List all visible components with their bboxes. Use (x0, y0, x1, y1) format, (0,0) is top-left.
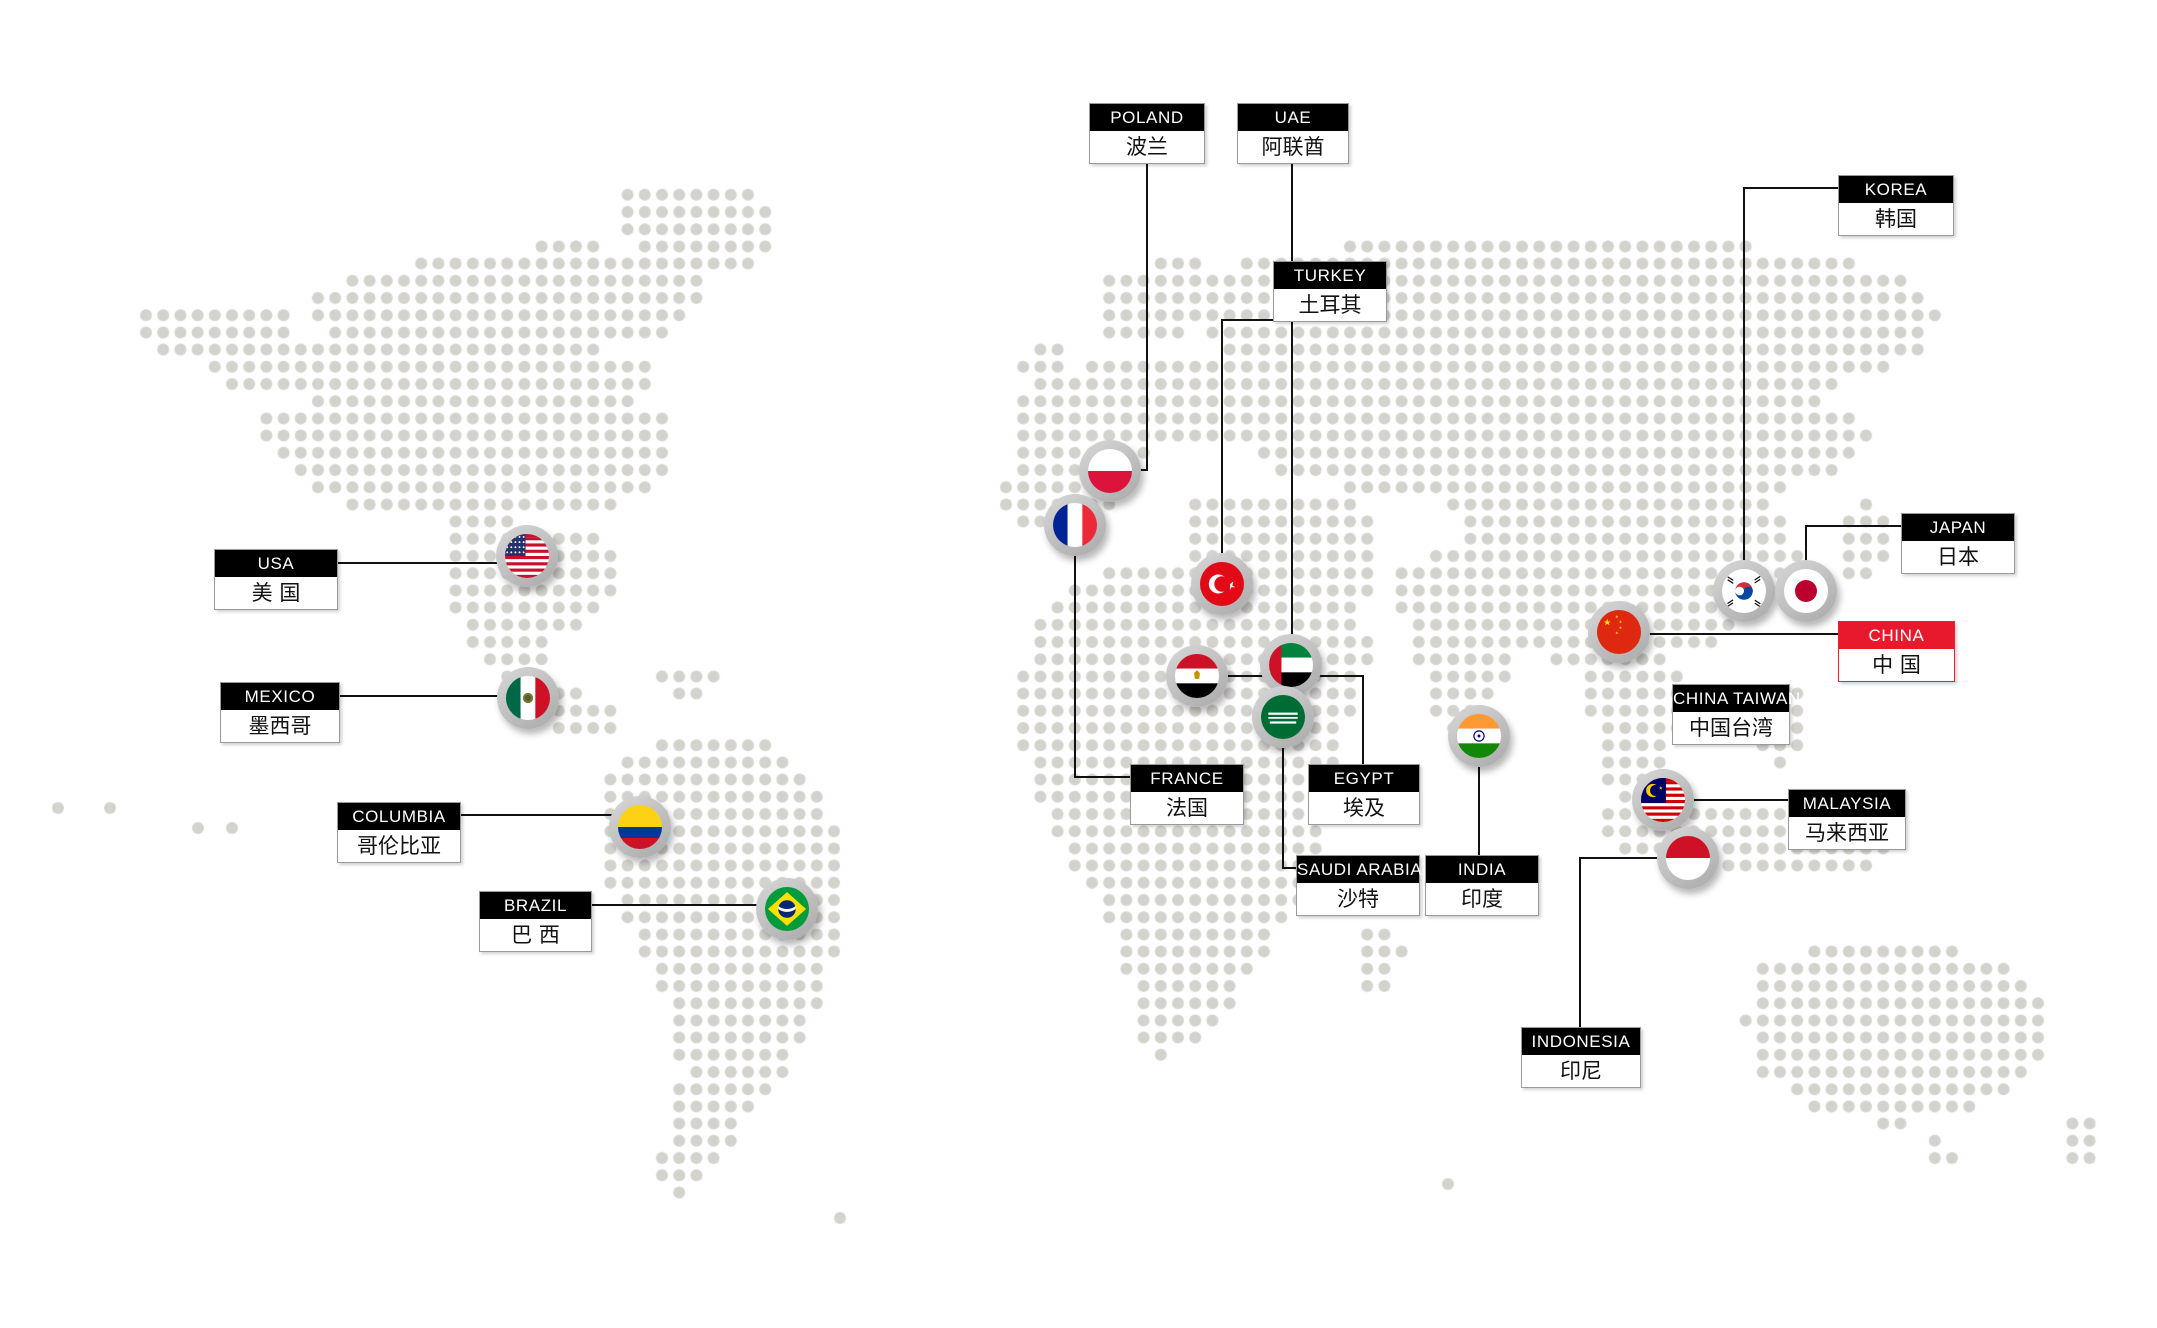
country-label-malaysia[interactable]: MALAYSIA 马来西亚 (1788, 789, 1906, 850)
flag-france-icon (1053, 503, 1097, 547)
flag-japan-icon (1784, 569, 1828, 613)
country-label-cn-uae: 阿联酋 (1238, 131, 1348, 163)
country-label-brazil[interactable]: BRAZIL 巴 西 (479, 891, 592, 952)
country-label-en-brazil: BRAZIL (480, 892, 591, 919)
country-label-chinataiwan[interactable]: CHINA TAIWAN 中国台湾 (1672, 684, 1800, 745)
map-pin-saudiarabia[interactable] (1252, 686, 1314, 748)
country-label-indonesia[interactable]: INDONESIA 印尼 (1521, 1027, 1641, 1088)
map-pin-usa[interactable] (496, 525, 558, 587)
country-label-cn-chinataiwan: 中国台湾 (1673, 712, 1789, 744)
country-label-cn-brazil: 巴 西 (480, 919, 591, 951)
country-label-en-turkey: TURKEY (1274, 262, 1386, 289)
country-label-india[interactable]: INDIA 印度 (1425, 855, 1539, 916)
flag-china-icon (1597, 610, 1641, 654)
map-pin-korea[interactable] (1713, 560, 1775, 622)
country-label-cn-egypt: 埃及 (1309, 792, 1419, 824)
map-pin-poland[interactable] (1079, 440, 1141, 502)
flag-korea-icon (1722, 569, 1766, 613)
country-label-china[interactable]: CHINA 中 国 (1838, 621, 1955, 682)
map-pin-china[interactable] (1588, 601, 1650, 663)
country-label-en-malaysia: MALAYSIA (1789, 790, 1905, 817)
country-label-cn-france: 法国 (1131, 792, 1243, 824)
country-label-cn-india: 印度 (1426, 883, 1538, 915)
country-label-japan[interactable]: JAPAN 日本 (1901, 513, 2015, 574)
country-label-en-chinataiwan: CHINA TAIWAN (1673, 685, 1800, 712)
country-label-mexico[interactable]: MEXICO 墨西哥 (220, 682, 340, 743)
map-pin-uae[interactable] (1260, 634, 1322, 696)
map-pin-japan[interactable] (1775, 560, 1837, 622)
flag-poland-icon (1088, 449, 1132, 493)
country-label-cn-mexico: 墨西哥 (221, 710, 339, 742)
flag-india-icon (1457, 714, 1501, 758)
country-label-en-egypt: EGYPT (1309, 765, 1419, 792)
country-label-cn-turkey: 土耳其 (1274, 289, 1386, 321)
country-label-korea[interactable]: KOREA 韩国 (1838, 175, 1954, 236)
country-label-poland[interactable]: POLAND 波兰 (1089, 103, 1205, 164)
country-label-cn-usa: 美 国 (215, 577, 337, 609)
country-label-en-france: FRANCE (1131, 765, 1243, 792)
flag-brazil-icon (765, 887, 809, 931)
country-label-cn-indonesia: 印尼 (1522, 1055, 1640, 1087)
country-label-usa[interactable]: USA 美 国 (214, 549, 338, 610)
country-label-cn-japan: 日本 (1902, 541, 2014, 573)
country-label-en-uae: UAE (1238, 104, 1348, 131)
flag-indonesia-icon (1666, 836, 1710, 880)
flag-mexico-icon (506, 676, 550, 720)
country-label-cn-korea: 韩国 (1839, 203, 1953, 235)
map-pin-egypt[interactable] (1166, 645, 1228, 707)
country-label-cn-saudiarabia: 沙特 (1297, 883, 1419, 915)
map-pin-turkey[interactable] (1191, 553, 1253, 615)
flag-saudi-icon (1261, 695, 1305, 739)
country-label-en-japan: JAPAN (1902, 514, 2014, 541)
map-pin-france[interactable] (1044, 494, 1106, 556)
flag-columbia-icon (618, 805, 662, 849)
country-label-en-india: INDIA (1426, 856, 1538, 883)
country-label-cn-malaysia: 马来西亚 (1789, 817, 1905, 849)
country-label-saudiarabia[interactable]: SAUDI ARABIA 沙特 (1296, 855, 1422, 916)
country-label-en-usa: USA (215, 550, 337, 577)
country-label-turkey[interactable]: TURKEY 土耳其 (1273, 261, 1387, 322)
flag-usa-icon (505, 534, 549, 578)
flag-malaysia-icon (1641, 778, 1685, 822)
country-label-en-indonesia: INDONESIA (1522, 1028, 1640, 1055)
country-label-cn-columbia: 哥伦比亚 (338, 830, 460, 862)
country-label-cn-poland: 波兰 (1090, 131, 1204, 163)
map-pin-brazil[interactable] (756, 878, 818, 940)
map-pin-mexico[interactable] (497, 667, 559, 729)
flag-uae-icon (1269, 643, 1313, 687)
country-label-en-columbia: COLUMBIA (338, 803, 460, 830)
flag-turkey-icon (1200, 562, 1244, 606)
flag-egypt-icon (1175, 654, 1219, 698)
map-pin-malaysia[interactable] (1632, 769, 1694, 831)
country-label-france[interactable]: FRANCE 法国 (1130, 764, 1244, 825)
map-pin-columbia[interactable] (609, 796, 671, 858)
country-label-en-korea: KOREA (1839, 176, 1953, 203)
country-label-cn-china: 中 国 (1839, 649, 1954, 681)
map-pin-indonesia[interactable] (1657, 827, 1719, 889)
map-pin-india[interactable] (1448, 705, 1510, 767)
country-label-en-mexico: MEXICO (221, 683, 339, 710)
country-label-en-poland: POLAND (1090, 104, 1204, 131)
country-label-uae[interactable]: UAE 阿联酋 (1237, 103, 1349, 164)
country-label-egypt[interactable]: EGYPT 埃及 (1308, 764, 1420, 825)
country-label-en-saudiarabia: SAUDI ARABIA (1297, 856, 1422, 883)
country-label-columbia[interactable]: COLUMBIA 哥伦比亚 (337, 802, 461, 863)
country-label-en-china: CHINA (1839, 622, 1954, 649)
